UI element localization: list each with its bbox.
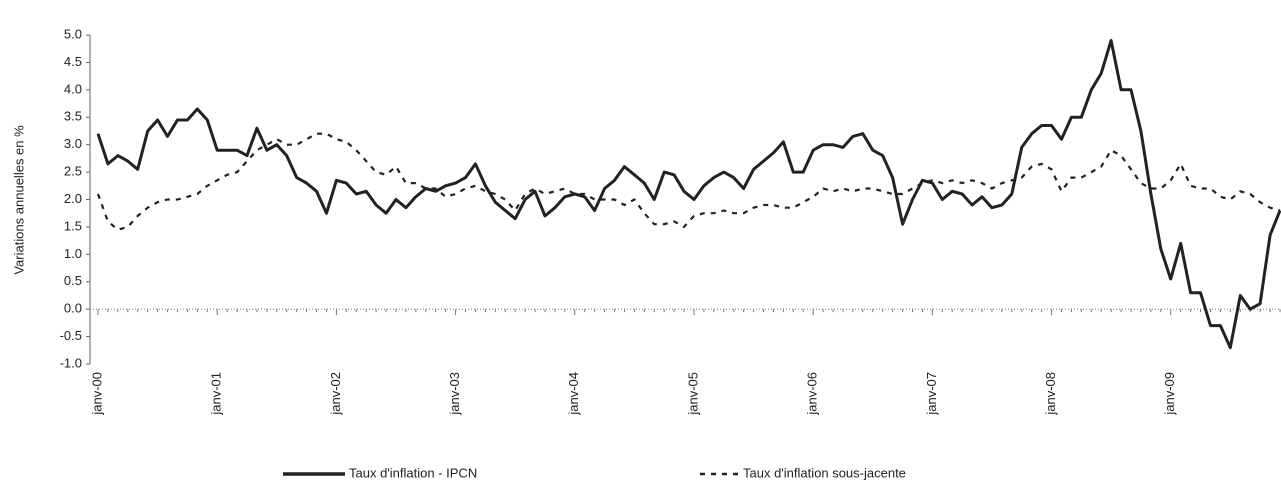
y-axis-label: Variations annuelles en %: [11, 125, 26, 275]
y-tick-label: 0.0: [64, 301, 82, 316]
y-tick-label: 5.0: [64, 26, 82, 41]
x-tick-label: janv-05: [685, 372, 700, 416]
y-tick-label: 3.0: [64, 136, 82, 151]
x-tick-label: janv-03: [447, 372, 462, 416]
x-tick-label: janv-04: [566, 372, 581, 416]
y-tick-label: 2.0: [64, 191, 82, 206]
series-line: [96, 39, 1281, 350]
legend-label: Taux d'inflation - IPCN: [349, 465, 477, 480]
y-tick-label: 1.5: [64, 218, 82, 233]
x-tick-label: janv-09: [1162, 372, 1177, 416]
y-tick-label: 4.0: [64, 81, 82, 96]
y-tick-label: 1.0: [64, 246, 82, 261]
y-tick-label: 0.5: [64, 273, 82, 288]
y-tick-label: 2.5: [64, 164, 82, 179]
x-tick-label: janv-01: [209, 372, 224, 416]
x-tick-label: janv-07: [924, 372, 939, 416]
y-tick-label: 4.5: [64, 54, 82, 69]
y-tick-label: -0.5: [60, 328, 82, 343]
y-tick-label: 3.5: [64, 109, 82, 124]
x-tick-label: janv-06: [805, 372, 820, 416]
series-line: [96, 132, 1281, 231]
x-tick-label: janv-00: [89, 372, 104, 416]
legend-label: Taux d'inflation sous-jacente: [743, 465, 906, 480]
x-tick-label: janv-08: [1043, 372, 1058, 416]
y-tick-label: -1.0: [60, 355, 82, 370]
x-tick-label: janv-02: [328, 372, 343, 416]
